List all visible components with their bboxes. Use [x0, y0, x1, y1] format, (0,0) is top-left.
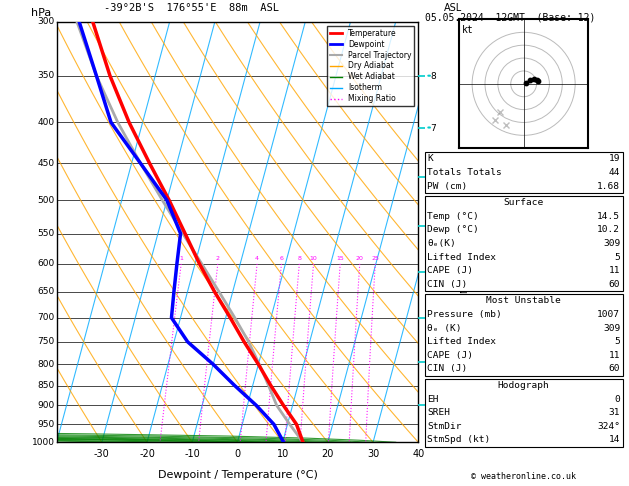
Text: 1: 1 — [179, 256, 183, 260]
Text: Hodograph: Hodograph — [498, 381, 550, 390]
Text: -39°2B'S  176°55'E  88m  ASL: -39°2B'S 176°55'E 88m ASL — [104, 3, 279, 14]
Text: 05.05.2024  12GMT  (Base: 12): 05.05.2024 12GMT (Base: 12) — [425, 12, 595, 22]
Text: 44: 44 — [609, 168, 620, 177]
Point — [529, 75, 539, 83]
Text: PW (cm): PW (cm) — [427, 182, 467, 191]
Text: 324°: 324° — [597, 422, 620, 431]
Text: 4: 4 — [255, 256, 259, 260]
Text: 900: 900 — [38, 401, 55, 410]
Text: 309: 309 — [603, 239, 620, 248]
Text: 60: 60 — [609, 280, 620, 289]
Text: θₑ(K): θₑ(K) — [427, 239, 456, 248]
Text: 450: 450 — [38, 159, 55, 168]
Text: km
ASL: km ASL — [443, 0, 462, 14]
Text: 1000: 1000 — [32, 438, 55, 447]
Text: 10: 10 — [277, 449, 289, 459]
Text: LCL: LCL — [425, 420, 441, 429]
Point — [532, 76, 542, 84]
Text: θₑ (K): θₑ (K) — [427, 324, 462, 332]
Text: K: K — [427, 155, 433, 163]
Text: Dewp (°C): Dewp (°C) — [427, 226, 479, 234]
Text: 600: 600 — [38, 260, 55, 268]
Text: CAPE (J): CAPE (J) — [427, 266, 473, 275]
Text: Dewpoint / Temperature (°C): Dewpoint / Temperature (°C) — [157, 469, 318, 480]
Text: 11: 11 — [609, 351, 620, 360]
Text: 1.68: 1.68 — [597, 182, 620, 191]
Text: 10.2: 10.2 — [597, 226, 620, 234]
Text: 11: 11 — [609, 266, 620, 275]
Text: 550: 550 — [38, 229, 55, 238]
Text: 5: 5 — [615, 253, 620, 261]
Text: Pressure (mb): Pressure (mb) — [427, 310, 502, 319]
Text: 0: 0 — [235, 449, 240, 459]
Text: Lifted Index: Lifted Index — [427, 337, 496, 346]
Text: CAPE (J): CAPE (J) — [427, 351, 473, 360]
Text: 350: 350 — [38, 71, 55, 80]
Text: 14.5: 14.5 — [597, 212, 620, 221]
Text: 6: 6 — [279, 256, 283, 260]
Text: © weatheronline.co.uk: © weatheronline.co.uk — [471, 472, 576, 481]
Text: -20: -20 — [139, 449, 155, 459]
Text: Totals Totals: Totals Totals — [427, 168, 502, 177]
Point — [525, 76, 535, 84]
Text: 0: 0 — [615, 395, 620, 403]
Text: 850: 850 — [38, 381, 55, 390]
Text: 20: 20 — [356, 256, 364, 260]
Text: EH: EH — [427, 395, 438, 403]
Text: Lifted Index: Lifted Index — [427, 253, 496, 261]
Text: 30: 30 — [367, 449, 379, 459]
Text: 5: 5 — [615, 337, 620, 346]
Text: 400: 400 — [38, 118, 55, 127]
Legend: Temperature, Dewpoint, Parcel Trajectory, Dry Adiabat, Wet Adiabat, Isotherm, Mi: Temperature, Dewpoint, Parcel Trajectory… — [327, 26, 415, 106]
Text: 500: 500 — [38, 196, 55, 205]
Text: CIN (J): CIN (J) — [427, 364, 467, 373]
Text: StmSpd (kt): StmSpd (kt) — [427, 435, 491, 444]
Text: Mixing Ratio (g/kg): Mixing Ratio (g/kg) — [461, 213, 470, 293]
Text: 8: 8 — [298, 256, 301, 260]
Text: -30: -30 — [94, 449, 109, 459]
Text: 10: 10 — [309, 256, 318, 260]
Text: 60: 60 — [609, 364, 620, 373]
Text: 40: 40 — [412, 449, 425, 459]
Text: 31: 31 — [609, 408, 620, 417]
Text: 800: 800 — [38, 360, 55, 369]
Text: kt: kt — [462, 25, 474, 35]
Text: 1007: 1007 — [597, 310, 620, 319]
Text: Surface: Surface — [504, 198, 543, 207]
Point — [521, 79, 532, 87]
Text: 700: 700 — [38, 313, 55, 322]
Text: -10: -10 — [184, 449, 200, 459]
Text: Most Unstable: Most Unstable — [486, 296, 561, 305]
Text: 950: 950 — [38, 420, 55, 429]
Text: 20: 20 — [321, 449, 334, 459]
Text: 15: 15 — [337, 256, 344, 260]
Text: hPa: hPa — [31, 8, 52, 17]
Text: 650: 650 — [38, 287, 55, 296]
Text: CIN (J): CIN (J) — [427, 280, 467, 289]
Text: 25: 25 — [371, 256, 379, 260]
Text: Temp (°C): Temp (°C) — [427, 212, 479, 221]
Text: StmDir: StmDir — [427, 422, 462, 431]
Text: SREH: SREH — [427, 408, 450, 417]
Text: 309: 309 — [603, 324, 620, 332]
Text: 14: 14 — [609, 435, 620, 444]
Text: 19: 19 — [609, 155, 620, 163]
Point — [533, 77, 543, 85]
Text: 750: 750 — [38, 337, 55, 347]
Text: 300: 300 — [38, 17, 55, 26]
Text: 2: 2 — [216, 256, 220, 260]
